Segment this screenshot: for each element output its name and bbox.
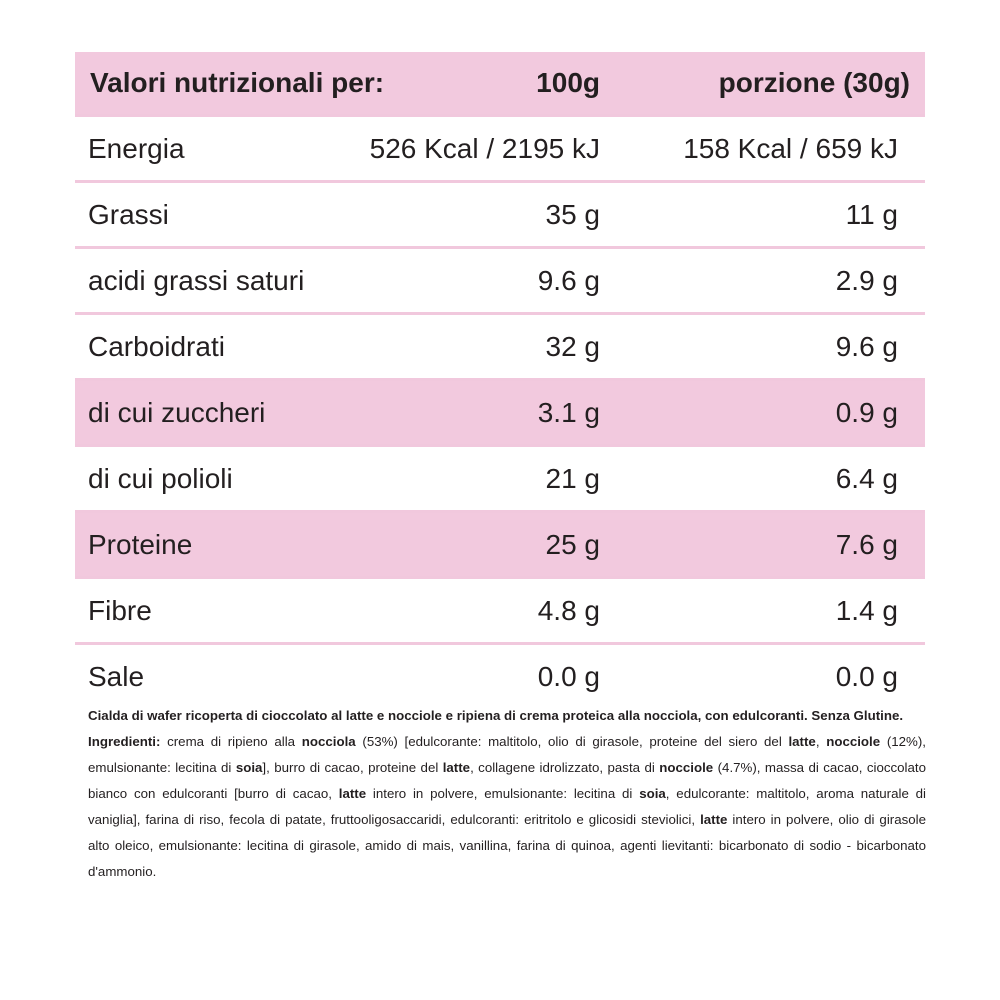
table-row: di cui polioli 21 g 6.4 g bbox=[75, 447, 925, 513]
table-cell: 4.8 g bbox=[537, 595, 600, 626]
table-row: Fibre 4.8 g 1.4 g bbox=[75, 579, 925, 645]
table-row: di cui zuccheri 3.1 g 0.9 g bbox=[75, 381, 925, 447]
text-segment: , edulcorante: maltitolo, aroma naturale… bbox=[88, 786, 926, 827]
header-row: Valori nutrizionali per: 100g porzione (30… bbox=[75, 52, 925, 117]
table-row: Sale 0.0 g 0.0 g bbox=[75, 645, 925, 708]
text-segment: latte bbox=[442, 760, 471, 775]
text-segment: ], burro di cacao, proteine del bbox=[262, 760, 443, 775]
table-cell: 1.4 g bbox=[835, 595, 898, 626]
table-cell: 7.6 g bbox=[835, 529, 898, 560]
table-cell: 11 g bbox=[845, 199, 898, 230]
paragraph: Cialda di wafer ricoperta di cioccolato … bbox=[88, 703, 926, 729]
text-segment: (4.7%), massa di cacao, cioccolato bianc… bbox=[88, 760, 926, 801]
text-segment: soia bbox=[235, 760, 263, 775]
text-segment: latte bbox=[338, 786, 367, 801]
text-segment: latte bbox=[788, 734, 816, 749]
table-cell: 3.1 g bbox=[537, 397, 600, 428]
nutrition-table: Valori nutrizionali per: 100g porzione (30… bbox=[75, 52, 925, 708]
table-cell: 2.9 g bbox=[835, 265, 898, 296]
table-cell: 9.6 g bbox=[835, 331, 898, 362]
header-cell: 100g bbox=[536, 67, 600, 98]
text-segment: latte bbox=[700, 812, 728, 827]
table-cell: 21 g bbox=[545, 463, 601, 494]
table-row: Grassi 35 g 11 g bbox=[75, 183, 925, 249]
text-segment: intero in polvere, emulsionante: lecitin… bbox=[366, 786, 640, 801]
table-cell: 6.4 g bbox=[835, 463, 898, 494]
text-segment: nocciole bbox=[659, 760, 714, 775]
table-cell: 32 g bbox=[545, 331, 601, 362]
table-row: acidi grassi saturi 9.6 g 2.9 g bbox=[75, 249, 925, 315]
text-segment: (12%), emulsionante: lecitina di bbox=[88, 734, 927, 775]
table-cell: di cui polioli bbox=[88, 463, 233, 494]
table-cell: Proteine bbox=[88, 529, 193, 560]
table-cell: Sale bbox=[88, 661, 145, 692]
description: Cialda di wafer ricoperta di cioccolato … bbox=[88, 703, 926, 885]
table-row: Energia 526 Kcal / 2195 kJ 158 Kcal / 659 … bbox=[75, 117, 925, 183]
text-segment: nocciole bbox=[826, 734, 881, 749]
table-cell: 526 Kcal / 2195 kJ bbox=[369, 133, 600, 164]
table-cell: Carboidrati bbox=[88, 331, 225, 362]
paragraph: Ingredienti: crema di ripieno alla nocci… bbox=[88, 729, 926, 885]
table-cell: 158 Kcal / 659 kJ bbox=[683, 133, 898, 164]
text-segment: nocciola bbox=[301, 734, 356, 749]
table-cell: Fibre bbox=[88, 595, 152, 626]
table-row: Proteine 25 g 7.6 g bbox=[75, 513, 925, 579]
text-segment: (53%) [edulcorante: maltitolo, olio di g… bbox=[355, 734, 789, 749]
header-cell: Valori nutrizionali per: bbox=[90, 67, 385, 98]
table-cell: di cui zuccheri bbox=[88, 397, 266, 428]
text-segment: intero in polvere, olio di girasole alto… bbox=[88, 812, 926, 879]
text-segment: crema di ripieno alla bbox=[160, 734, 302, 749]
text-segment: , collagene idrolizzato, pasta di bbox=[470, 760, 660, 775]
table-cell: 0.0 g bbox=[537, 661, 600, 692]
text-segment: , bbox=[815, 734, 827, 749]
table-cell: 0.9 g bbox=[835, 397, 898, 428]
table-row: Carboidrati 32 g 9.6 g bbox=[75, 315, 925, 381]
table-cell: 35 g bbox=[545, 199, 601, 230]
table-cell: 25 g bbox=[545, 529, 601, 560]
text-segment: Cialda di wafer ricoperta di cioccolato … bbox=[88, 708, 904, 723]
table-cell: acidi grassi saturi bbox=[88, 265, 305, 296]
header-cell: porzione (30g) bbox=[718, 67, 910, 98]
table-cell: Energia bbox=[88, 133, 185, 164]
table-cell: Grassi bbox=[88, 199, 169, 230]
table-cell: 9.6 g bbox=[537, 265, 600, 296]
text-segment: Ingredienti: bbox=[88, 734, 161, 749]
text-segment: soia bbox=[639, 786, 666, 801]
table-cell: 0.0 g bbox=[835, 661, 898, 692]
